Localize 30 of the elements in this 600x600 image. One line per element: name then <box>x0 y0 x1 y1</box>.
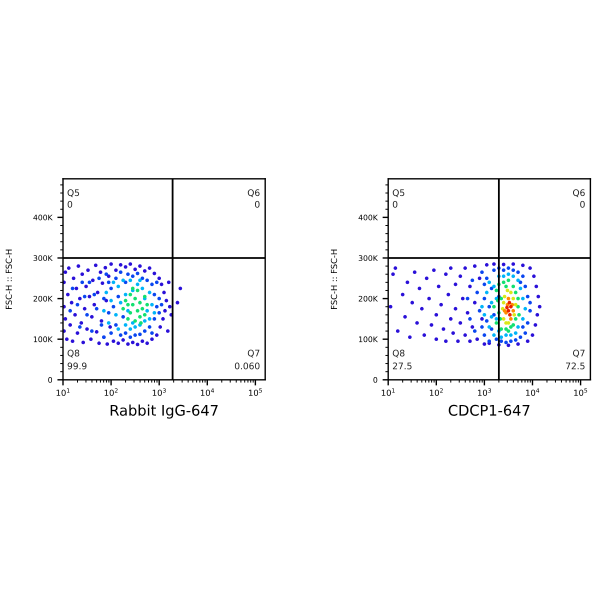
annotation: Q5 <box>68 189 80 198</box>
annotation: Q8 <box>68 350 80 358</box>
x-tick-label: 10$^{2}$ <box>104 388 118 396</box>
annotation: 72.5 <box>566 362 585 370</box>
annotation: Q7 <box>248 350 260 358</box>
x-tick-label: 10$^{5}$ <box>574 388 588 396</box>
x-tick-label: 10$^{3}$ <box>152 388 166 396</box>
y-axis-title: FSC-H :: FSC-H <box>6 250 12 309</box>
x-axis-title: CDCP1-647 <box>448 404 530 416</box>
annotation: 0 <box>392 200 398 208</box>
annotation: Q6 <box>573 189 585 198</box>
annotation: 0 <box>580 200 585 208</box>
x-tick-label: 10$^{4}$ <box>526 388 540 396</box>
x-tick-label: 10$^{1}$ <box>382 388 395 396</box>
annotation: 0 <box>68 200 72 208</box>
x-tick-label: 10$^{1}$ <box>56 388 70 396</box>
annotation: 99.9 <box>68 362 87 370</box>
annotation: Q6 <box>248 189 260 198</box>
annotation: 0 <box>254 200 260 208</box>
y-axis-title: FSC-H :: FSC-H <box>330 250 338 309</box>
annotation: 27.5 <box>392 362 412 370</box>
x-tick-label: 10$^{3}$ <box>478 388 491 396</box>
x-tick-label: 10$^{2}$ <box>430 388 443 396</box>
annotation: 0.060 <box>234 362 260 370</box>
x-tick-label: 10$^{5}$ <box>248 388 262 396</box>
annotation: Q7 <box>573 350 585 358</box>
annotation: Q5 <box>392 189 404 198</box>
annotation: Q8 <box>392 350 404 358</box>
x-axis-title: Rabbit IgG-647 <box>110 404 218 419</box>
x-tick-label: 10$^{4}$ <box>200 388 214 396</box>
